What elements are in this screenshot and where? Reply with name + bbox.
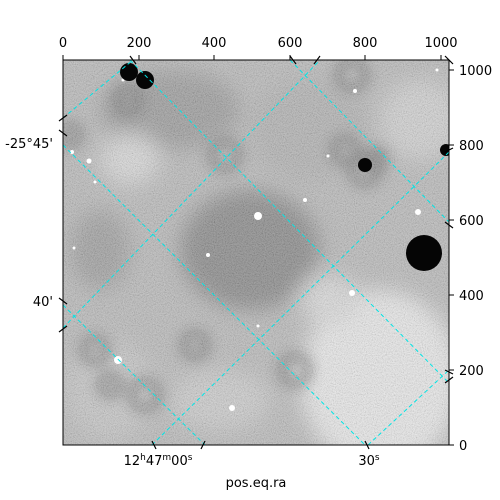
right-tick-label: 0 — [459, 439, 467, 454]
top-tick-label: 200 — [127, 36, 152, 51]
right-tick-label: 800 — [459, 139, 484, 154]
top-tick-label: 600 — [278, 36, 303, 51]
dec-tick-label: -25°45' — [5, 137, 53, 152]
top-axis — [62, 55, 442, 60]
right-tick-label: 200 — [459, 364, 484, 379]
dec-tick-label: 40' — [33, 295, 53, 310]
right-axis-labels: 0 200 400 600 800 1000 — [459, 64, 492, 454]
top-axis-labels: 0 200 400 600 800 1000 — [59, 36, 458, 51]
coordinate-grid — [63, 60, 449, 445]
top-tick-label: 400 — [202, 36, 227, 51]
right-tick-label: 400 — [459, 289, 484, 304]
top-tick-label: 800 — [353, 36, 378, 51]
top-tick-label: 0 — [59, 36, 67, 51]
image-plot-area — [63, 60, 449, 445]
world-axis-ticks — [58, 55, 454, 450]
right-tick-label: 600 — [459, 214, 484, 229]
top-tick-label: 1000 — [424, 36, 457, 51]
bright-sources — [70, 68, 439, 411]
image-noise — [63, 60, 449, 445]
x-axis-label: pos.eq.ra — [226, 476, 287, 491]
ra-tick-label: 12h47m00s — [124, 453, 193, 469]
right-tick-label: 1000 — [459, 64, 492, 79]
right-axis — [449, 69, 454, 446]
plot-frame — [62, 59, 450, 446]
ra-tick-label: 30s — [358, 453, 380, 469]
